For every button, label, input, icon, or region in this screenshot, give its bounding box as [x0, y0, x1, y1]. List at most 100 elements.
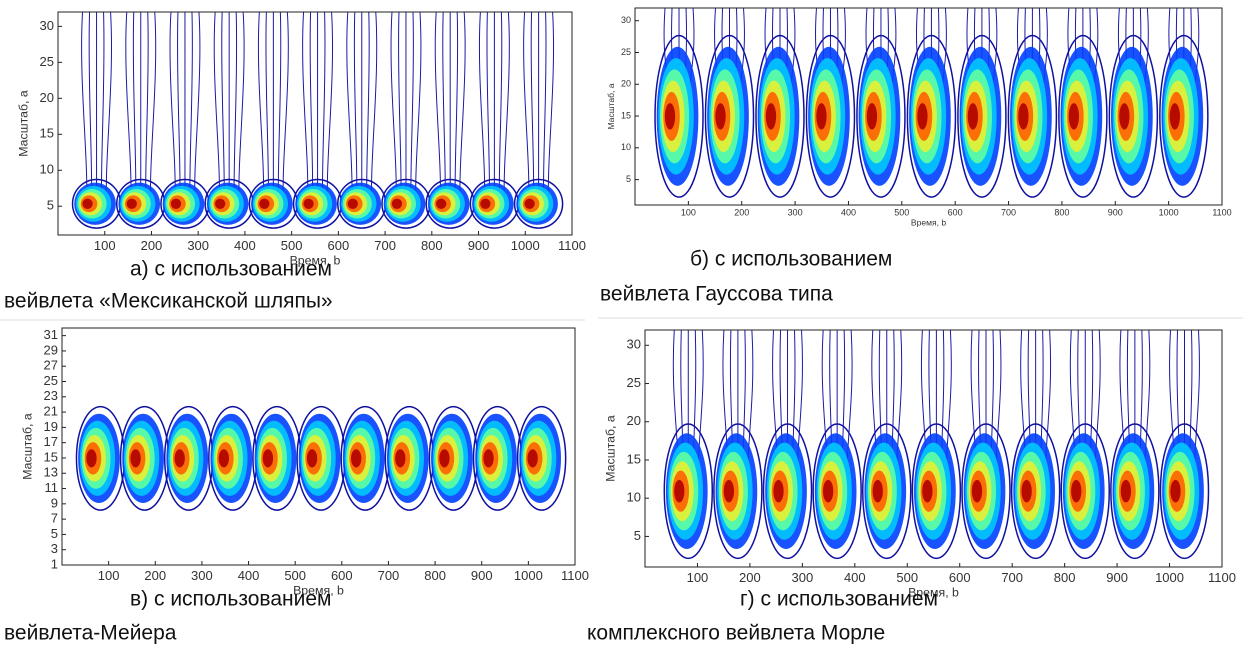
- contour-line: [88, 12, 93, 204]
- caption: б) с использованием: [690, 248, 892, 271]
- x-tick-label: 500: [284, 568, 306, 583]
- contour-line: [302, 12, 309, 204]
- x-tick-label: 900: [1106, 570, 1128, 585]
- scalogram-blob: [126, 198, 137, 209]
- contour-line: [486, 12, 491, 204]
- x-tick-label: 1000: [1159, 207, 1179, 217]
- contour-line: [547, 12, 555, 204]
- scalogram-blob: [922, 479, 933, 503]
- scalogram-blob: [1159, 423, 1210, 560]
- scalogram-blob: [306, 449, 318, 468]
- scalogram-blob: [805, 34, 856, 198]
- y-axis-label: Масштаб, а: [20, 413, 34, 480]
- contour-line: [498, 12, 503, 204]
- contour-line: [257, 12, 265, 204]
- scalogram-blob: [170, 198, 182, 209]
- x-tick-label: 600: [948, 207, 963, 217]
- scalogram-blob: [713, 423, 763, 560]
- x-tick-label: 600: [328, 238, 350, 253]
- scalogram-blob: [765, 103, 777, 130]
- x-tick-label: 1000: [511, 238, 540, 253]
- contour-line: [371, 12, 378, 204]
- y-tick-label: 19: [44, 419, 58, 434]
- contour-line: [233, 12, 238, 204]
- y-tick-label: 13: [44, 465, 58, 480]
- x-tick-label: 100: [98, 568, 120, 583]
- contour-line: [353, 12, 358, 204]
- x-tick-label: 1100: [558, 238, 586, 253]
- scalogram-blob: [1018, 103, 1029, 130]
- scalogram-blob: [856, 34, 906, 198]
- scalogram-blob: [816, 103, 827, 130]
- x-tick-label: 900: [468, 238, 490, 253]
- scalogram-blob: [130, 449, 141, 468]
- contour-line: [434, 12, 441, 204]
- x-tick-label: 400: [234, 238, 256, 253]
- scalogram-blob: [218, 449, 229, 468]
- x-tick-label: 1100: [1208, 570, 1236, 585]
- x-tick-label: 800: [1054, 207, 1069, 217]
- contour-line: [478, 12, 486, 204]
- y-tick-label: 25: [44, 373, 58, 388]
- contour-line: [277, 12, 282, 204]
- y-tick-label: 10: [627, 490, 641, 505]
- scalogram-blob: [911, 423, 962, 560]
- x-tick-label: 500: [896, 570, 918, 585]
- x-tick-label: 200: [141, 238, 163, 253]
- y-tick-label: 31: [44, 327, 58, 342]
- scalogram-blob: [1170, 479, 1181, 503]
- contour-line: [105, 12, 112, 204]
- scalogram-blob: [527, 449, 538, 468]
- x-tick-label: 800: [424, 568, 446, 583]
- y-tick-label: 10: [40, 162, 54, 177]
- y-tick-label: 5: [634, 528, 641, 543]
- contour-line: [176, 12, 181, 204]
- x-tick-label: 700: [378, 568, 400, 583]
- x-tick-label: 400: [238, 568, 260, 583]
- contour-line: [309, 12, 314, 204]
- y-tick-label: 30: [40, 18, 54, 33]
- contour-line: [415, 12, 422, 204]
- contour-line: [366, 12, 370, 204]
- x-tick-label: 400: [844, 570, 866, 585]
- scalogram-blob: [872, 479, 883, 503]
- contour-line: [125, 12, 132, 204]
- scalogram-blob: [961, 423, 1011, 560]
- scalogram-blob: [439, 449, 450, 468]
- caption: г) с использованием: [740, 588, 938, 611]
- x-tick-label: 1000: [514, 568, 543, 583]
- contour-line: [398, 12, 402, 204]
- y-tick-label: 30: [627, 337, 641, 352]
- scalogram-blob: [1068, 103, 1080, 130]
- x-tick-label: 300: [191, 568, 213, 583]
- x-tick-label: 100: [681, 207, 696, 217]
- y-tick-label: 1: [51, 556, 58, 571]
- scalogram-blob: [1108, 34, 1159, 198]
- scalogram-blob: [862, 423, 912, 560]
- x-tick-label: 700: [374, 238, 396, 253]
- y-tick-label: 5: [47, 198, 54, 213]
- scalogram-blob: [674, 479, 685, 503]
- y-tick-label: 29: [44, 342, 58, 357]
- y-tick-label: 15: [627, 451, 641, 466]
- scalogram-blob: [1058, 34, 1108, 198]
- x-tick-label: 200: [144, 568, 166, 583]
- y-tick-label: 25: [621, 47, 631, 57]
- scalogram-blob: [1071, 479, 1082, 503]
- x-tick-label: 600: [949, 570, 971, 585]
- contour-line: [282, 12, 289, 204]
- scalogram-blob: [480, 198, 491, 209]
- scalogram-blob: [1110, 423, 1160, 560]
- scalogram-blob: [351, 449, 362, 468]
- plot-area: [654, 8, 1209, 198]
- x-axis-label: Время, b: [293, 583, 344, 597]
- y-tick-label: 20: [627, 413, 641, 428]
- contour-line: [390, 12, 397, 204]
- x-tick-label: 900: [1108, 207, 1123, 217]
- y-tick-label: 15: [40, 126, 54, 141]
- scalogram-blob: [1159, 34, 1209, 198]
- plot-area: [71, 12, 564, 229]
- y-tick-label: 9: [51, 495, 58, 510]
- scalogram-blob: [812, 423, 862, 560]
